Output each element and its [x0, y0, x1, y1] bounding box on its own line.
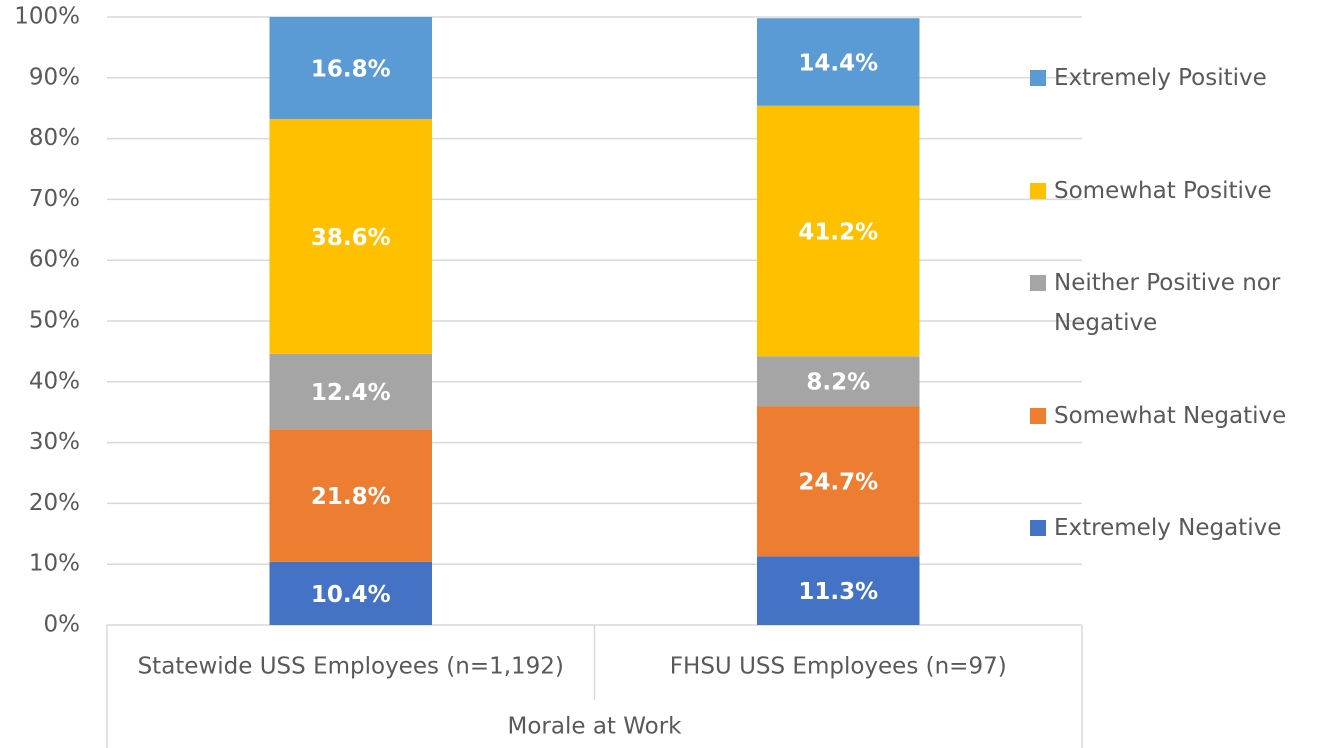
- y-tick-label: 70%: [29, 186, 80, 212]
- legend-swatch: [1030, 275, 1046, 291]
- y-tick-label: 50%: [29, 308, 80, 334]
- y-tick-label: 10%: [29, 551, 80, 577]
- legend-swatch: [1030, 70, 1046, 86]
- legend-label: Neither Positive nor Negative: [1054, 270, 1281, 336]
- legend-swatch: [1030, 182, 1046, 199]
- data-label: 14.4%: [798, 50, 878, 76]
- bar-segment: [757, 105, 920, 357]
- legend-label: Extremely Negative: [1054, 515, 1282, 541]
- data-label: 21.8%: [311, 484, 391, 510]
- legend-item: Neither Positive nor Negative: [1030, 263, 1322, 343]
- legend-label: Extremely Positive: [1054, 65, 1267, 91]
- bar-segment: [269, 429, 432, 562]
- data-label: 16.8%: [311, 57, 391, 83]
- bar-segment: [269, 353, 432, 430]
- y-tick-label: 20%: [29, 490, 80, 516]
- legend-item: Extremely Negative: [1030, 508, 1322, 548]
- bar-segment: [757, 18, 920, 106]
- data-label: 11.3%: [798, 579, 878, 605]
- data-label: 38.6%: [311, 225, 391, 251]
- legend-swatch: [1030, 520, 1046, 536]
- y-tick-label: 80%: [29, 125, 80, 151]
- y-tick-label: 30%: [29, 429, 80, 455]
- legend-label: Somewhat Negative: [1054, 402, 1287, 429]
- data-label: 12.4%: [311, 380, 391, 406]
- data-label: 8.2%: [806, 370, 870, 396]
- legend-item: Extremely Positive: [1030, 58, 1322, 98]
- x-tick-label: FHSU USS Employees (n=97): [670, 654, 1007, 680]
- y-tick-label: 90%: [29, 64, 80, 90]
- legend-label: Somewhat Positive: [1054, 177, 1272, 204]
- y-tick-label: 60%: [29, 247, 80, 273]
- data-label: 24.7%: [798, 470, 878, 496]
- bar-segment: [757, 356, 920, 407]
- bar-segment: [757, 556, 920, 625]
- legend-swatch: [1030, 407, 1046, 424]
- x-tick-label: Statewide USS Employees (n=1,192): [138, 654, 564, 680]
- legend-item: Somewhat Positive: [1030, 171, 1322, 211]
- data-label: 41.2%: [798, 220, 878, 246]
- x-axis-label: Morale at Work: [508, 714, 683, 740]
- bar-segment: [757, 406, 920, 557]
- y-tick-label: 40%: [29, 368, 80, 394]
- y-tick-label: 0%: [44, 612, 81, 638]
- bar-segment: [269, 17, 432, 120]
- bar-segment: [269, 561, 432, 625]
- legend-item: Somewhat Negative: [1030, 396, 1322, 436]
- data-label: 10.4%: [311, 582, 391, 608]
- y-tick-label: 100%: [14, 4, 80, 30]
- bar-segment: [269, 119, 432, 354]
